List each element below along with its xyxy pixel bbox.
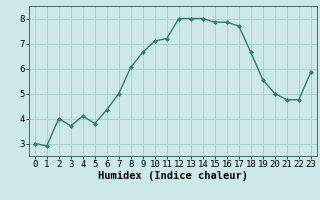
X-axis label: Humidex (Indice chaleur): Humidex (Indice chaleur): [98, 171, 248, 181]
